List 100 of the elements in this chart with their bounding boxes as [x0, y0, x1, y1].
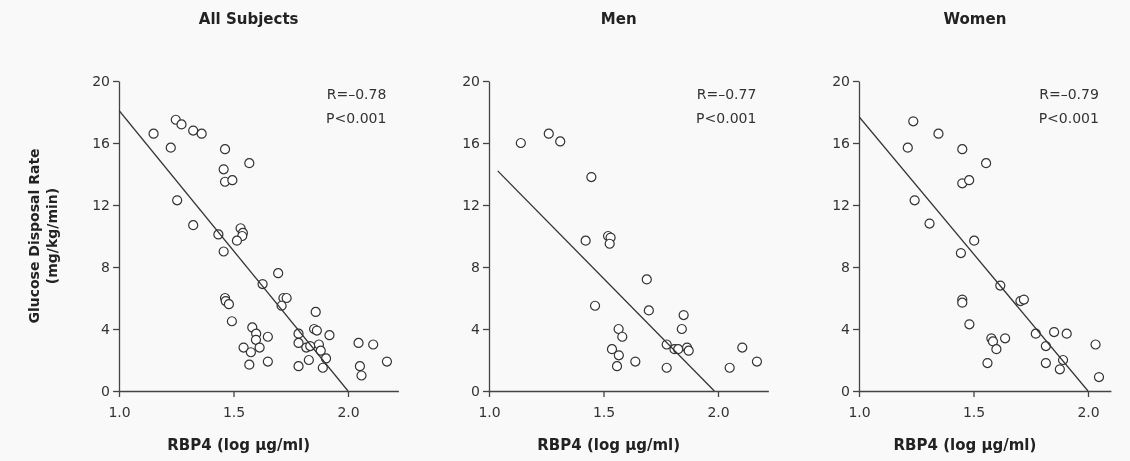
point [188, 220, 199, 231]
point [254, 342, 265, 353]
point [909, 195, 920, 206]
point [172, 195, 183, 206]
chart-title: Men [600, 10, 637, 28]
point [661, 362, 672, 373]
point [165, 142, 176, 153]
point [148, 128, 159, 139]
y-tick-label: 20 [92, 72, 110, 89]
point [515, 137, 526, 149]
point [606, 344, 618, 355]
y-tick-label: 0 [471, 382, 480, 399]
point [244, 158, 255, 169]
y-tick-label: 16 [832, 134, 851, 151]
point [580, 235, 591, 246]
point [980, 158, 992, 169]
point [226, 316, 238, 327]
point [250, 334, 262, 345]
x-tick-label: 1.5 [592, 403, 616, 420]
y-tick-label: 0 [841, 382, 850, 399]
point [1048, 326, 1060, 338]
point [245, 347, 257, 358]
point [955, 247, 967, 259]
point [1061, 328, 1072, 339]
point [643, 305, 654, 316]
point [933, 128, 944, 139]
chart-title: All Subjects [198, 10, 299, 28]
point [1093, 371, 1105, 383]
point [604, 238, 615, 249]
y-tick-label: 4 [101, 320, 111, 337]
point [964, 319, 975, 330]
point [238, 342, 249, 353]
point [613, 323, 624, 335]
y-tick-label: 4 [841, 320, 851, 337]
y-tick-label: 4 [471, 320, 481, 337]
y-tick-label: 20 [462, 72, 480, 89]
y-tick-label: 8 [101, 258, 110, 275]
point [678, 309, 689, 321]
point [555, 136, 566, 147]
point [188, 125, 199, 136]
point [611, 361, 623, 372]
point [356, 370, 367, 381]
x-tick-label: 2.0 [337, 403, 360, 420]
point [231, 235, 243, 246]
point [315, 345, 326, 356]
point [324, 330, 335, 341]
point [223, 299, 235, 310]
point [1040, 357, 1051, 369]
point [589, 300, 601, 311]
point [630, 356, 641, 367]
point [310, 306, 321, 318]
point [353, 337, 364, 349]
point [751, 356, 763, 367]
x-tick-label: 2.0 [1077, 403, 1100, 420]
x-axis-title: RBP4 (log μg/ml) [167, 436, 311, 454]
y-tick-label: 0 [101, 382, 110, 399]
y-tick-label: 20 [832, 72, 850, 89]
point [293, 337, 304, 349]
point [641, 274, 652, 285]
y-tick-label: 8 [471, 258, 480, 275]
annotation: P<0.001 [326, 110, 387, 126]
point [218, 246, 229, 257]
x-axis-title: RBP4 (log μg/ml) [893, 436, 1037, 454]
point [908, 116, 919, 127]
point [218, 164, 229, 175]
y-tick-label: 12 [462, 196, 480, 213]
annotation: R=–0.79 [1039, 86, 1099, 102]
point [924, 218, 935, 229]
x-tick-label: 1.5 [222, 403, 246, 420]
point [613, 350, 624, 361]
y-tick-label: 8 [841, 258, 850, 275]
x-tick-label: 2.0 [707, 403, 730, 420]
point [303, 354, 314, 366]
chart-title: Women [943, 10, 1007, 28]
point [617, 331, 628, 342]
point [991, 344, 1002, 355]
point [964, 175, 975, 186]
point [724, 362, 735, 373]
point [227, 175, 238, 186]
point [737, 342, 748, 353]
y-tick-label: 12 [832, 196, 850, 213]
point [196, 128, 207, 139]
point [381, 356, 393, 367]
point [969, 235, 980, 246]
point [176, 119, 187, 130]
point [957, 144, 968, 155]
point [317, 362, 328, 373]
point [676, 323, 687, 335]
point [293, 361, 304, 372]
point [354, 361, 366, 372]
annotation: P<0.001 [696, 110, 757, 126]
annotation: R=–0.78 [326, 86, 387, 102]
point [902, 142, 913, 153]
point [586, 171, 597, 183]
x-tick-label: 1.0 [108, 403, 131, 420]
x-axis-title: RBP4 (log μg/ml) [537, 436, 681, 454]
annotation: R=–0.77 [696, 86, 757, 102]
point [368, 339, 379, 350]
point [273, 268, 284, 279]
point [262, 356, 273, 367]
